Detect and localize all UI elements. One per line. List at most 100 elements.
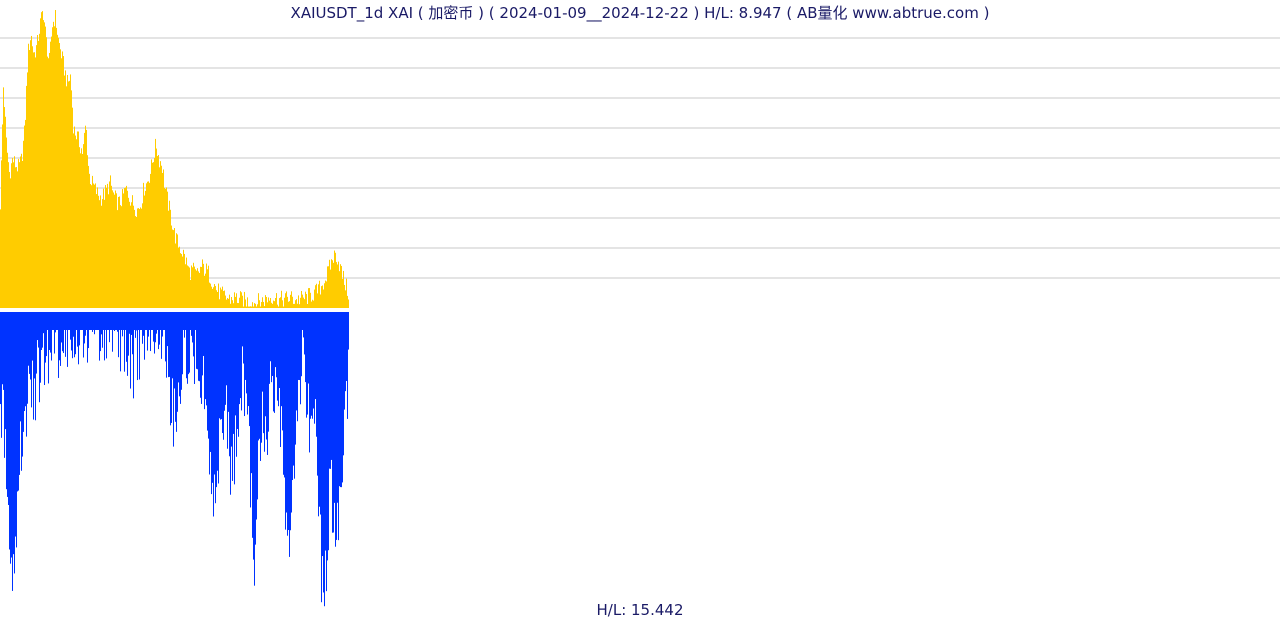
price-bar [197, 268, 198, 308]
price-bar [318, 284, 319, 308]
price-bar [41, 12, 42, 308]
volume-bar [315, 312, 316, 400]
price-bar [331, 259, 332, 308]
price-bar [236, 293, 237, 308]
price-bar [106, 187, 107, 308]
volume-bar [328, 312, 329, 551]
volume-bar [78, 312, 79, 365]
chart-title: XAIUSDT_1d XAI ( 加密币 ) ( 2024-01-09__202… [290, 4, 990, 22]
price-bar [182, 256, 183, 308]
volume-bar [18, 312, 19, 491]
volume-bar [206, 312, 207, 406]
volume-bar [58, 312, 59, 378]
volume-bar [211, 312, 212, 495]
volume-bar [15, 312, 16, 537]
volume-bar [257, 312, 258, 500]
price-bar [158, 154, 159, 308]
price-bar [114, 194, 115, 308]
price-bar [125, 187, 126, 308]
price-bar [346, 278, 347, 308]
price-bar [5, 116, 6, 308]
volume-bar [337, 312, 338, 503]
volume-bar [343, 312, 344, 456]
price-bar [264, 306, 265, 308]
price-bar [228, 298, 229, 308]
price-bar [133, 205, 134, 308]
price-bar [316, 283, 317, 308]
price-bar [54, 26, 55, 309]
price-bar [289, 301, 290, 308]
price-bar [44, 22, 45, 308]
price-bar [294, 303, 295, 308]
volume-bar [323, 312, 324, 593]
volume-bar [235, 312, 236, 416]
volume-bar [249, 312, 250, 427]
price-bar [245, 299, 246, 308]
volume-bar [335, 312, 336, 547]
price-bar [176, 233, 177, 308]
volume-bar [2, 312, 3, 385]
price-bar [238, 303, 239, 308]
price-bar [283, 306, 284, 308]
price-bar [37, 35, 38, 308]
volume-bar [267, 312, 268, 455]
price-bar [12, 158, 13, 308]
volume-bar [330, 312, 331, 469]
volume-bar [346, 312, 347, 381]
price-bar [74, 126, 75, 308]
price-bar [304, 299, 305, 308]
price-bar [256, 306, 257, 308]
volume-bar [13, 312, 14, 555]
price-bar [327, 266, 328, 308]
price-bar [137, 208, 138, 308]
price-bar [164, 187, 165, 308]
price-bar [309, 288, 310, 308]
price-bar [325, 280, 326, 308]
price-bar [14, 156, 15, 308]
price-bar [116, 193, 117, 308]
price-bar [138, 208, 139, 308]
volume-bar [175, 312, 176, 422]
price-bar [340, 264, 341, 308]
volume-bar [130, 312, 131, 389]
price-bar [173, 230, 174, 308]
price-bar [310, 292, 311, 308]
volume-bar [246, 312, 247, 394]
price-bar [257, 304, 258, 308]
price-bar [105, 185, 106, 308]
price-bar [6, 137, 7, 308]
volume-bar [300, 312, 301, 405]
price-bar [121, 206, 122, 308]
price-bar [109, 181, 110, 308]
price-bar [190, 280, 191, 308]
volume-bar [344, 312, 345, 410]
price-bar [117, 210, 118, 308]
price-bar [110, 175, 111, 308]
volume-bar [294, 312, 295, 479]
price-bar [319, 280, 320, 308]
price-bar [40, 18, 41, 309]
volume-bar [3, 312, 4, 390]
price-bar [13, 162, 14, 308]
price-bar [55, 10, 56, 308]
volume-bar [6, 312, 7, 490]
price-bar [140, 207, 141, 308]
price-bar [43, 20, 44, 308]
price-bar [328, 266, 329, 308]
price-bar [235, 296, 236, 308]
volume-bar [336, 312, 337, 540]
price-bar [342, 278, 343, 308]
price-bar [223, 291, 224, 308]
volume-bar [54, 312, 55, 354]
volume-bar [220, 312, 221, 420]
volume-bar [128, 312, 129, 356]
volume-bar [20, 312, 21, 422]
price-bar [211, 286, 212, 308]
price-bar [68, 81, 69, 308]
price-bar [266, 296, 267, 308]
price-bar [334, 250, 335, 308]
price-bar [280, 297, 281, 308]
volume-bar [272, 312, 273, 376]
price-bar [167, 191, 168, 308]
